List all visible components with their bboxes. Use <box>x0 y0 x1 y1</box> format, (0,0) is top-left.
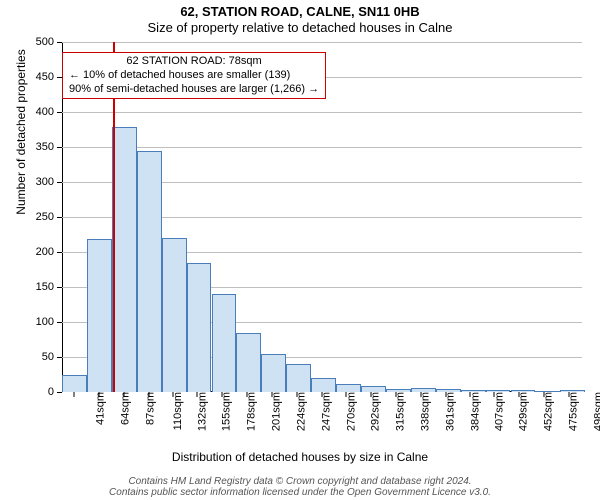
callout-line-1: 62 STATION ROAD: 78sqm <box>69 55 319 69</box>
y-tick-label: 150 <box>36 281 62 293</box>
x-tick-label: 361sqm <box>440 392 456 431</box>
footer-line-1: Contains HM Land Registry data © Crown c… <box>0 476 600 487</box>
x-tick-mark <box>148 392 149 397</box>
page-subtitle: Size of property relative to detached ho… <box>0 20 600 35</box>
x-tick-label: 224sqm <box>292 392 308 431</box>
x-tick-label: 270sqm <box>342 392 358 431</box>
histogram-bar <box>286 364 311 392</box>
x-tick-mark <box>544 392 545 397</box>
plot-area: 05010015020025030035040045050041sqm64sqm… <box>62 42 582 392</box>
x-tick-mark <box>98 392 99 397</box>
x-tick-mark <box>222 392 223 397</box>
x-tick-label: 384sqm <box>465 392 481 431</box>
x-tick-mark <box>445 392 446 397</box>
x-tick-mark <box>519 392 520 397</box>
y-tick-label: 50 <box>42 351 62 363</box>
x-tick-mark <box>470 392 471 397</box>
y-tick-label: 100 <box>36 316 62 328</box>
callout-box: 62 STATION ROAD: 78sqm← 10% of detached … <box>62 52 326 99</box>
y-tick-label: 300 <box>36 176 62 188</box>
x-tick-label: 452sqm <box>539 392 555 431</box>
histogram-bar <box>311 378 336 392</box>
page-title: 62, STATION ROAD, CALNE, SN11 0HB <box>0 4 600 19</box>
y-axis-label: Number of detached properties <box>14 0 28 307</box>
x-tick-mark <box>395 392 396 397</box>
y-tick-label: 350 <box>36 141 62 153</box>
gridline <box>62 42 582 43</box>
x-tick-label: 315sqm <box>390 392 406 431</box>
x-tick-label: 498sqm <box>589 392 600 431</box>
callout-line-3: 90% of semi-detached houses are larger (… <box>69 83 319 97</box>
histogram-bar <box>187 263 212 393</box>
histogram-bar <box>112 127 137 392</box>
x-tick-mark <box>494 392 495 397</box>
histogram-bar <box>137 151 162 393</box>
x-tick-mark <box>370 392 371 397</box>
x-tick-mark <box>322 392 323 397</box>
x-tick-mark <box>297 392 298 397</box>
x-tick-label: 132sqm <box>192 392 208 431</box>
y-tick-label: 200 <box>36 246 62 258</box>
x-tick-label: 475sqm <box>564 392 580 431</box>
x-tick-label: 292sqm <box>365 392 381 431</box>
x-tick-label: 247sqm <box>317 392 333 431</box>
x-tick-label: 201sqm <box>267 392 283 431</box>
footer: Contains HM Land Registry data © Crown c… <box>0 476 600 498</box>
x-tick-mark <box>73 392 74 397</box>
histogram-bar <box>336 384 361 392</box>
x-tick-label: 429sqm <box>514 392 530 431</box>
x-tick-mark <box>345 392 346 397</box>
callout-line-2: ← 10% of detached houses are smaller (13… <box>69 69 319 83</box>
x-tick-mark <box>123 392 124 397</box>
histogram-bar <box>212 294 237 392</box>
y-tick-label: 0 <box>48 386 62 398</box>
gridline <box>62 112 582 113</box>
x-tick-label: 407sqm <box>490 392 506 431</box>
x-tick-label: 178sqm <box>242 392 258 431</box>
y-tick-label: 400 <box>36 106 62 118</box>
x-tick-label: 155sqm <box>217 392 233 431</box>
y-tick-label: 500 <box>36 36 62 48</box>
x-tick-label: 110sqm <box>168 392 184 430</box>
footer-line-2: Contains public sector information licen… <box>0 487 600 498</box>
histogram-bar <box>261 354 286 393</box>
gridline <box>62 147 582 148</box>
x-tick-mark <box>569 392 570 397</box>
histogram-bar <box>62 375 87 393</box>
histogram-bar <box>162 238 187 392</box>
x-axis-label: Distribution of detached houses by size … <box>0 450 600 464</box>
y-tick-label: 450 <box>36 71 62 83</box>
x-tick-mark <box>247 392 248 397</box>
x-tick-mark <box>197 392 198 397</box>
chart-container: { "title": { "text": "62, STATION ROAD, … <box>0 0 600 500</box>
x-tick-mark <box>420 392 421 397</box>
y-tick-label: 250 <box>36 211 62 223</box>
x-tick-mark <box>172 392 173 397</box>
x-tick-label: 338sqm <box>415 392 431 431</box>
x-tick-mark <box>272 392 273 397</box>
histogram-bar <box>87 239 112 392</box>
histogram-bar <box>236 333 261 393</box>
